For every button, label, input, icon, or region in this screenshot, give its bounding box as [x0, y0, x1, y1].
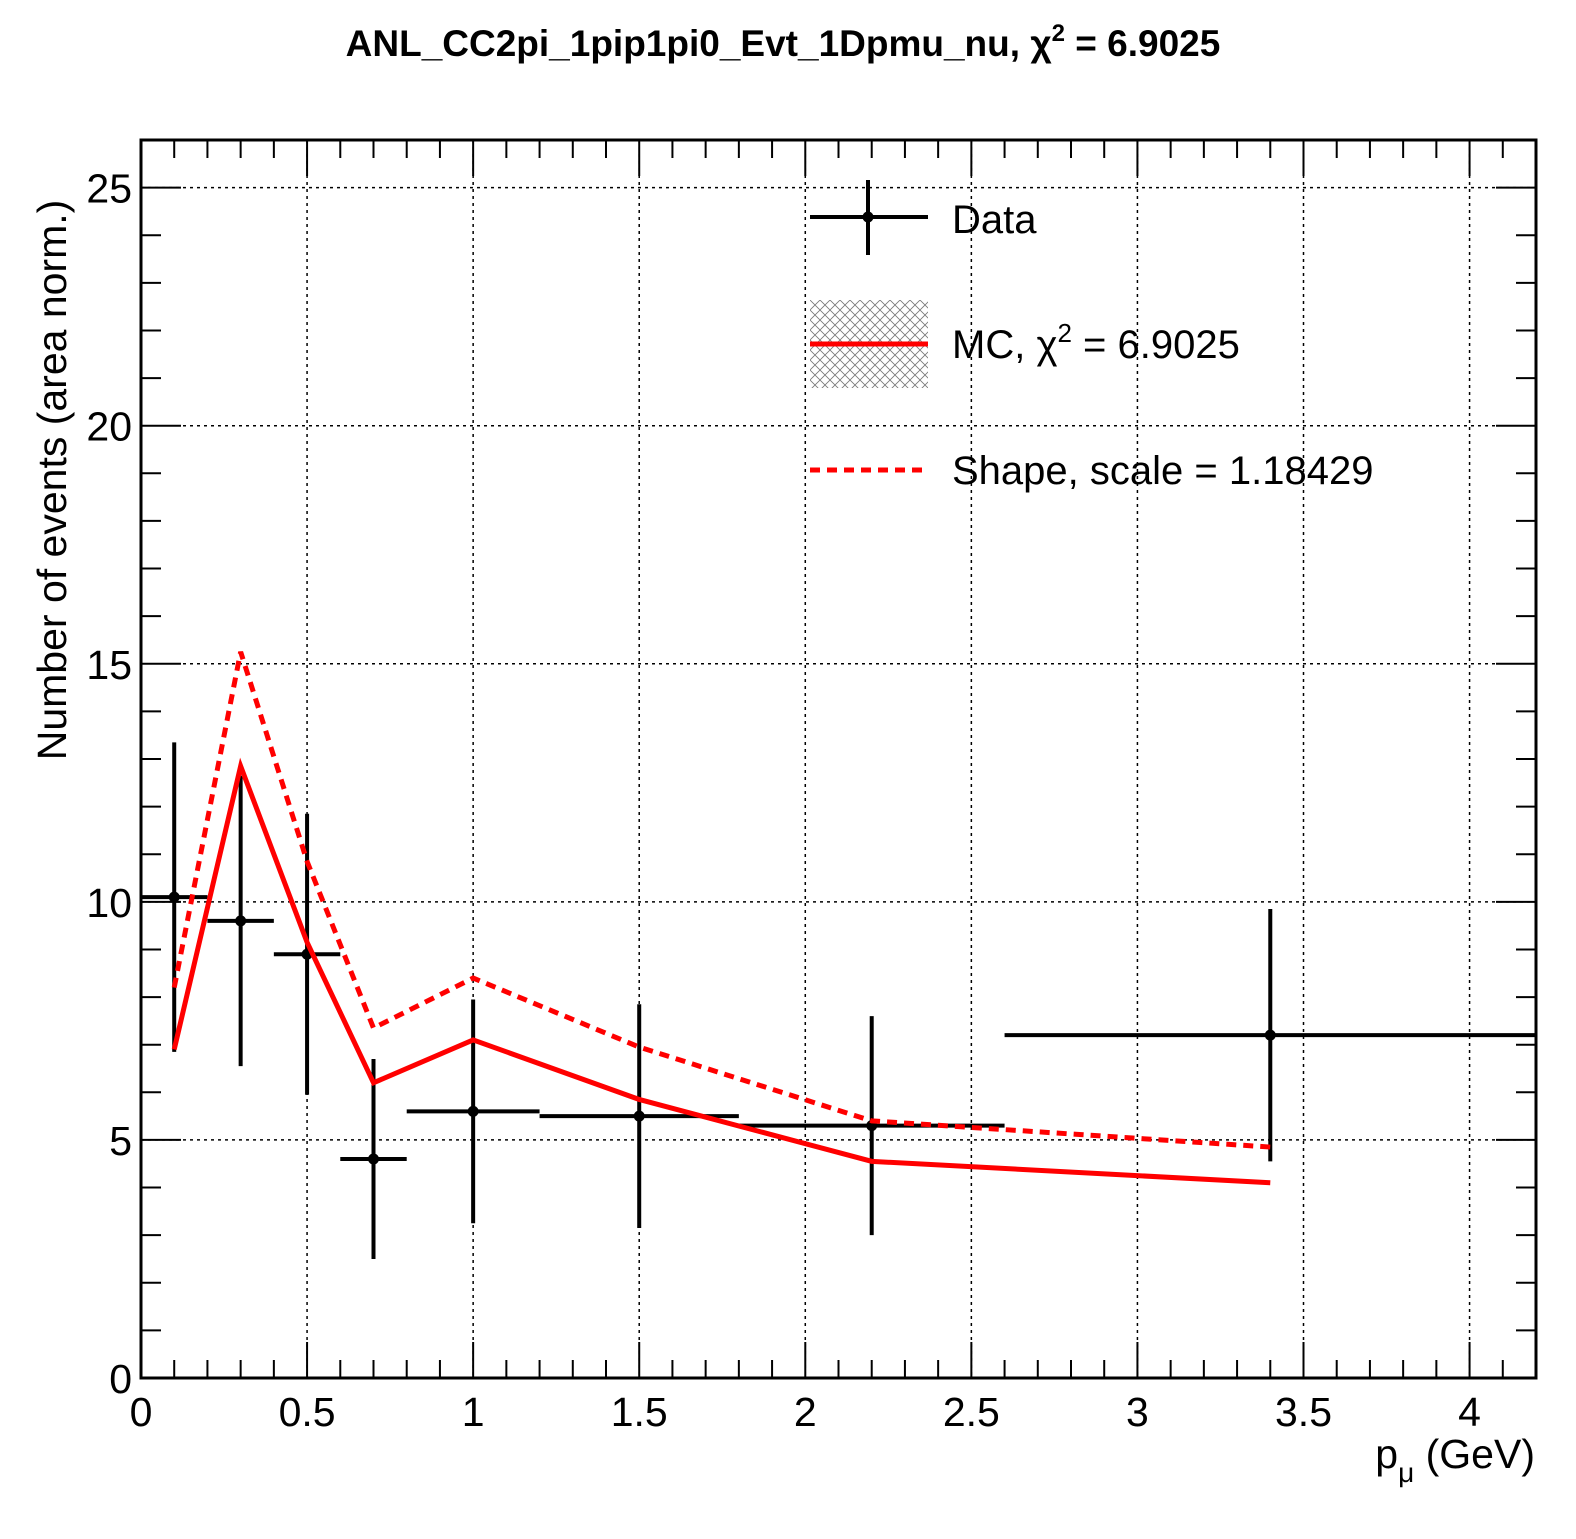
x-tick-label: 1.5	[611, 1389, 668, 1435]
x-tick-label: 3	[1126, 1389, 1149, 1435]
data-point	[207, 775, 274, 1067]
data-marker	[235, 915, 247, 927]
data-point	[141, 742, 208, 1052]
x-tick-label: 1	[462, 1389, 485, 1435]
shape-series-line	[171, 651, 1271, 1150]
y-axis-label: Number of events (area norm.)	[29, 200, 75, 761]
data-point	[340, 1058, 407, 1259]
chart-title: ANL_CC2pi_1pip1pi0_Evt_1Dpmu_nu, χ2 = 6.…	[346, 20, 1221, 64]
y-tick-label: 15	[86, 642, 132, 688]
legend-label-mc: MC, χ2 = 6.9025	[952, 318, 1240, 367]
data-point	[1004, 908, 1536, 1162]
x-axis-label: pμ (GeV)	[1375, 1431, 1535, 1488]
data-point	[273, 813, 341, 1095]
data-point	[406, 999, 540, 1224]
y-tick-label: 20	[86, 404, 132, 450]
x-tick-label: 2.5	[943, 1389, 1000, 1435]
tick-labels: 0 0.5 1 1.5 2 2.5 3 3.5 4 0 5 10 15 20 25	[86, 166, 1481, 1435]
data-marker	[633, 1110, 645, 1122]
y-tick-label: 10	[86, 880, 132, 926]
legend-label-data: Data	[952, 198, 1037, 242]
x-tick-label: 0	[130, 1389, 153, 1435]
legend-entry-data: Data	[810, 180, 1037, 255]
x-tick-label: 0.5	[279, 1389, 336, 1435]
legend-entry-shape: Shape, scale = 1.18429	[810, 449, 1373, 493]
x-tick-label: 2	[794, 1389, 817, 1435]
x-tick-label: 3.5	[1275, 1389, 1332, 1435]
plot-frame	[139, 138, 1538, 1380]
legend: Data MC, χ2 = 6.9025 Shape, scale = 1.18…	[810, 180, 1373, 493]
data-marker	[168, 891, 180, 903]
data-marker	[1264, 1029, 1276, 1041]
y-tick-label: 25	[86, 166, 132, 212]
y-tick-label: 5	[109, 1118, 132, 1164]
series-layer	[141, 651, 1536, 1259]
mc-series-line	[171, 757, 1271, 1186]
data-marker	[368, 1153, 379, 1165]
x-tick-label: 4	[1458, 1389, 1481, 1435]
legend-label-shape: Shape, scale = 1.18429	[952, 449, 1373, 493]
y-tick-label: 0	[109, 1356, 132, 1402]
data-marker	[467, 1105, 479, 1117]
legend-entry-mc: MC, χ2 = 6.9025	[810, 300, 1240, 388]
